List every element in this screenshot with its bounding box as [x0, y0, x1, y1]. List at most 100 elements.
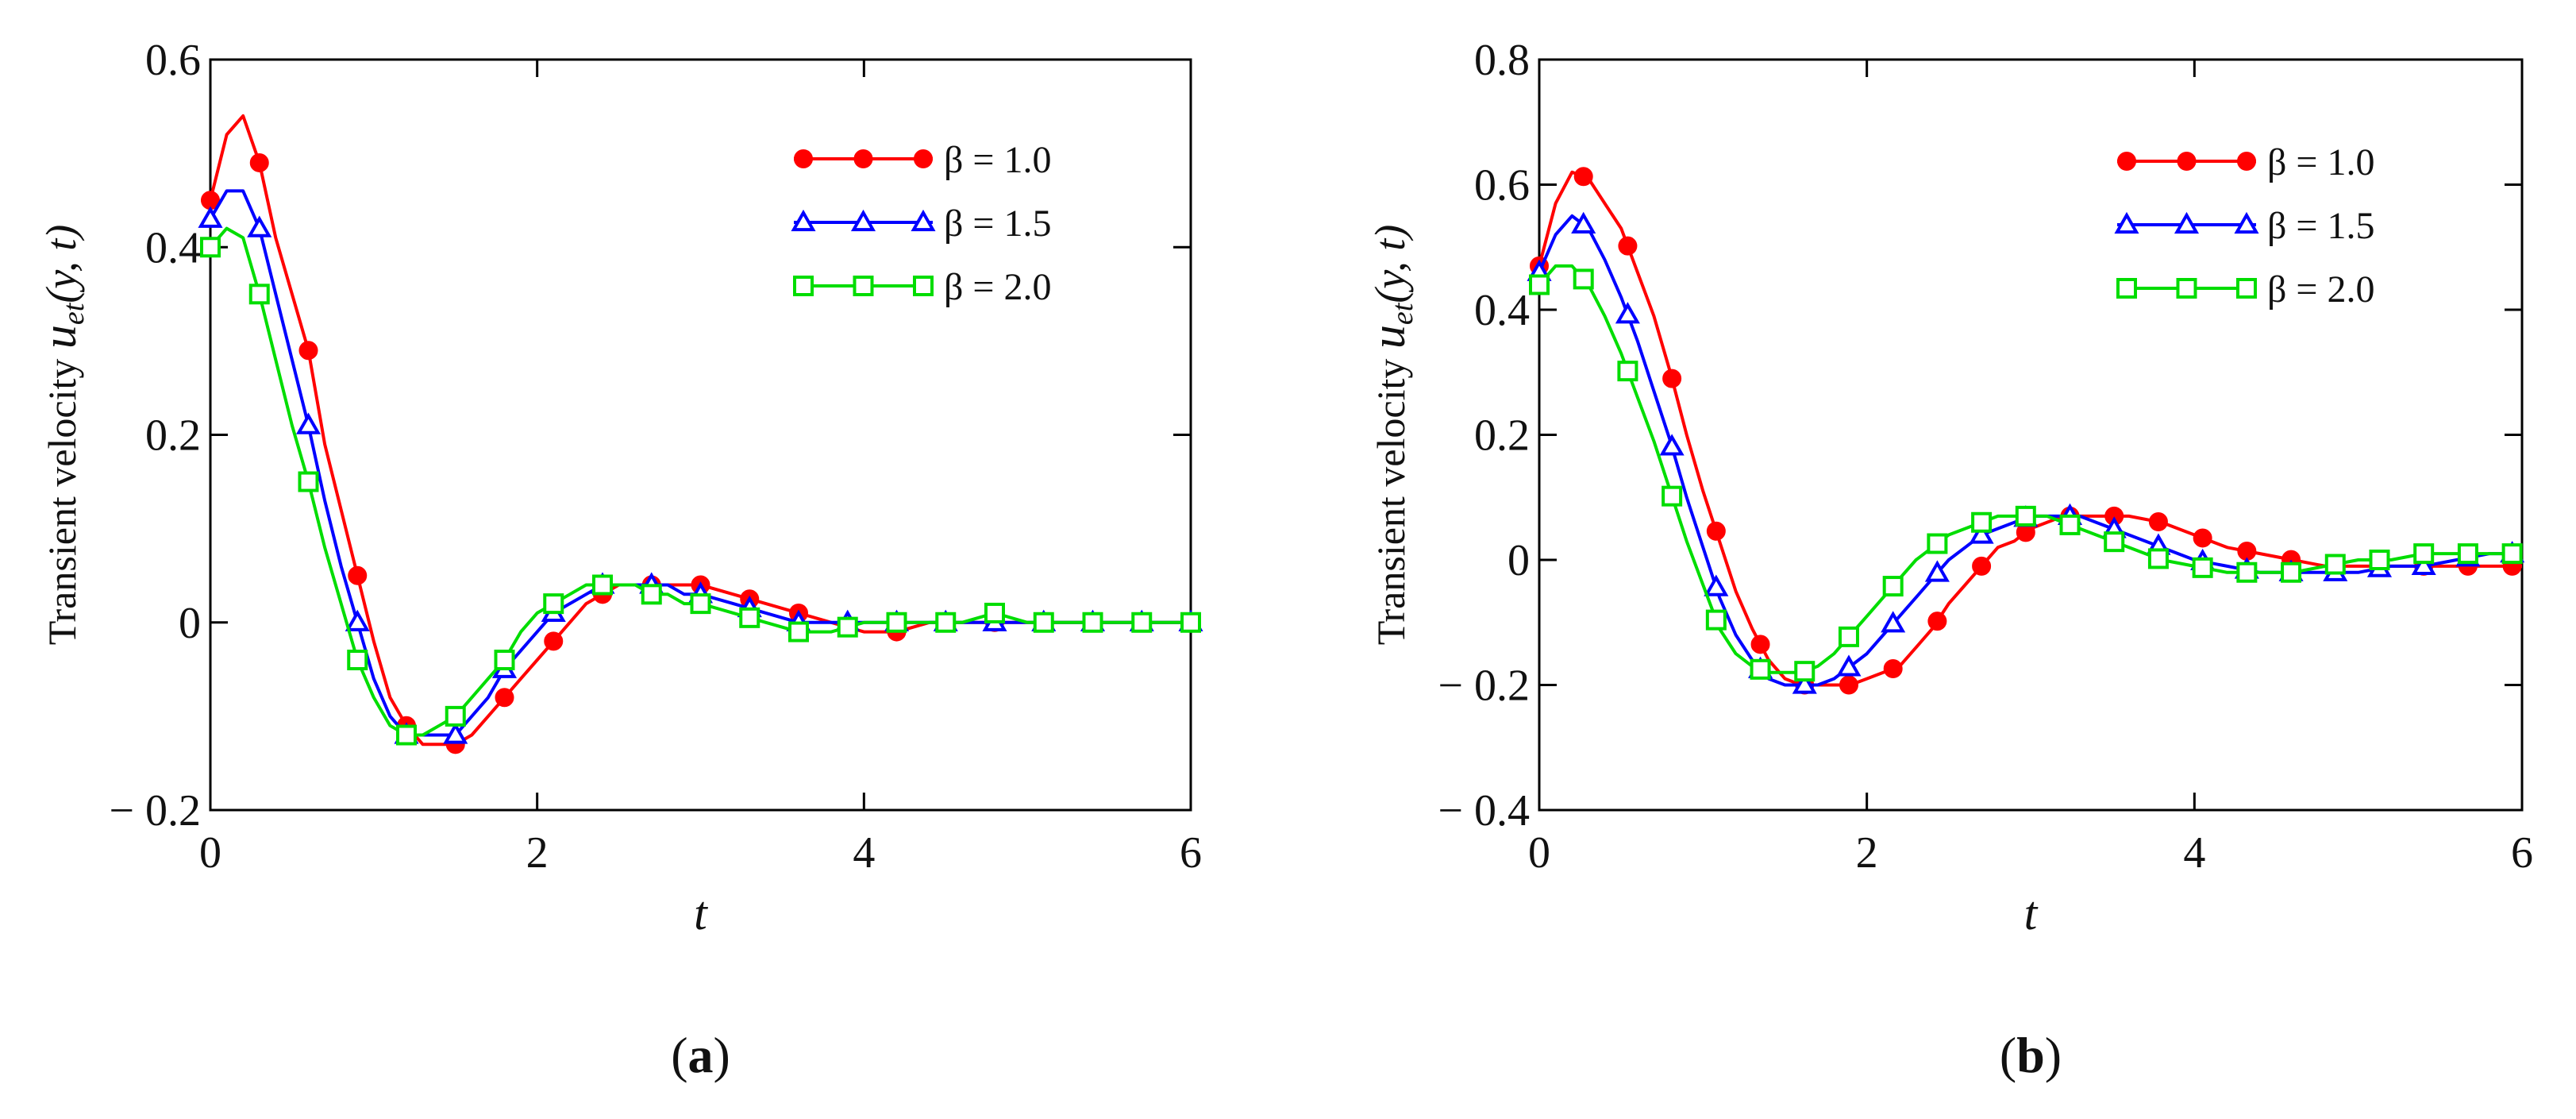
data-point	[1839, 675, 1858, 695]
y-tick-label: − 0.2	[1438, 662, 1530, 711]
data-point	[1662, 485, 1683, 507]
data-point	[2192, 557, 2213, 578]
y-axis-label-symbol: u	[1362, 325, 1415, 349]
data-point	[1750, 635, 1770, 654]
data-point	[1972, 556, 1992, 576]
data-point	[1792, 672, 1817, 694]
x-tick-label: 4	[2183, 828, 2205, 878]
x-axis-label: t	[694, 887, 708, 940]
data-point	[1927, 612, 1947, 631]
data-point	[396, 724, 417, 746]
data-point	[2413, 543, 2435, 565]
legend-marker	[2176, 278, 2197, 299]
data-point	[495, 688, 514, 708]
series-3	[1529, 264, 2523, 682]
legend-marker	[913, 276, 934, 296]
data-point	[1882, 576, 1904, 597]
data-point	[298, 341, 318, 361]
legend-entry-label: β = 2.0	[2267, 268, 2375, 311]
data-point	[1836, 654, 1862, 677]
legend-entry-label: β = 1.5	[2267, 205, 2375, 247]
data-point	[2236, 561, 2258, 583]
data-point	[298, 471, 319, 492]
legend-marker	[2234, 211, 2259, 234]
data-point	[1662, 368, 1682, 388]
y-tick-label: 0	[1507, 536, 1530, 585]
data-point	[2281, 561, 2302, 583]
x-tick-label: 4	[853, 828, 875, 878]
y-tick-label: 0.4	[145, 223, 201, 272]
data-point	[249, 152, 269, 172]
caption-letter: a	[688, 1027, 714, 1083]
data-point	[592, 574, 613, 596]
series-3	[200, 226, 1201, 746]
data-point	[1794, 661, 1816, 682]
legend-entry-label: β = 1.0	[2267, 141, 2375, 183]
y-axis-label-prefix: Transient velocity	[40, 349, 84, 645]
data-point	[788, 621, 809, 642]
data-point	[2059, 514, 2081, 535]
data-point	[1971, 511, 1993, 533]
data-point	[1838, 626, 1859, 647]
legend-marker	[791, 209, 816, 232]
y-tick-label: 0.4	[1474, 286, 1530, 335]
legend-marker	[2117, 152, 2136, 171]
data-point	[200, 237, 221, 258]
y-tick-label: 0.6	[145, 36, 201, 85]
data-point	[1573, 167, 1593, 187]
data-point	[1131, 612, 1153, 633]
data-point	[2148, 511, 2168, 531]
legend-marker	[2116, 278, 2137, 299]
data-point	[347, 650, 368, 670]
y-axis-label-args: (y, t)	[37, 225, 85, 303]
legend-marker	[853, 276, 874, 296]
data-point	[1969, 522, 1994, 544]
data-point	[1033, 612, 1054, 633]
y-axis-label-prefix: Transient velocity	[1369, 349, 1413, 645]
y-axis-label: Transient velocity uet(y, t)	[1362, 225, 1419, 646]
legend-marker	[2236, 278, 2257, 299]
y-tick-label: 0	[179, 599, 201, 648]
data-point	[2411, 553, 2436, 575]
data-point	[1180, 612, 1201, 633]
legend-marker	[793, 276, 814, 296]
data-point	[248, 284, 270, 305]
x-tick-label: 6	[2511, 828, 2533, 878]
data-point	[345, 609, 370, 631]
y-tick-label: − 0.2	[109, 786, 201, 835]
data-point	[1615, 302, 1640, 324]
x-tick-label: 0	[1528, 828, 1550, 878]
data-point	[1704, 574, 1729, 596]
data-point	[494, 650, 515, 670]
y-tick-label: 0.6	[1474, 161, 1530, 210]
panel-caption: (b)	[2000, 1027, 2062, 1083]
legend-marker	[914, 149, 933, 168]
y-tick-label: 0.2	[145, 411, 201, 461]
chart-panel-a: 0 2 4 6− 0.2 0 0.2 0.4 0.6 t Transient velocity u…	[0, 0, 1270, 1119]
data-point	[543, 593, 564, 615]
data-point	[2457, 543, 2478, 565]
legend-marker	[2174, 211, 2200, 234]
data-point	[690, 593, 711, 615]
chart-b: 0 2 4 6 − 0.4 − 0.2 0 0.2 0.4 0.6 0.8 t Transient ve…	[1362, 36, 2533, 1083]
legend-entry-label: β = 1.0	[944, 139, 1052, 181]
data-point	[443, 722, 468, 744]
data-point	[1924, 560, 1950, 582]
series-line	[1538, 170, 2522, 687]
data-point	[2501, 543, 2523, 565]
legend-marker	[2114, 211, 2139, 234]
legend-entry-label: β = 1.5	[944, 203, 1052, 245]
data-point	[1750, 658, 1771, 680]
data-point	[1881, 611, 1906, 633]
y-axis-label-subscript: et	[57, 302, 90, 325]
series-line	[1538, 264, 2522, 674]
data-point	[641, 584, 662, 605]
x-tick-label: 6	[1180, 828, 1202, 878]
data-point	[1705, 609, 1727, 631]
caption-letter: b	[2016, 1027, 2045, 1083]
legend-entry-label: β = 2.0	[944, 266, 1052, 308]
data-point	[739, 607, 760, 628]
legend-marker	[911, 209, 936, 232]
data-point	[2369, 550, 2390, 570]
data-point	[2015, 505, 2036, 527]
